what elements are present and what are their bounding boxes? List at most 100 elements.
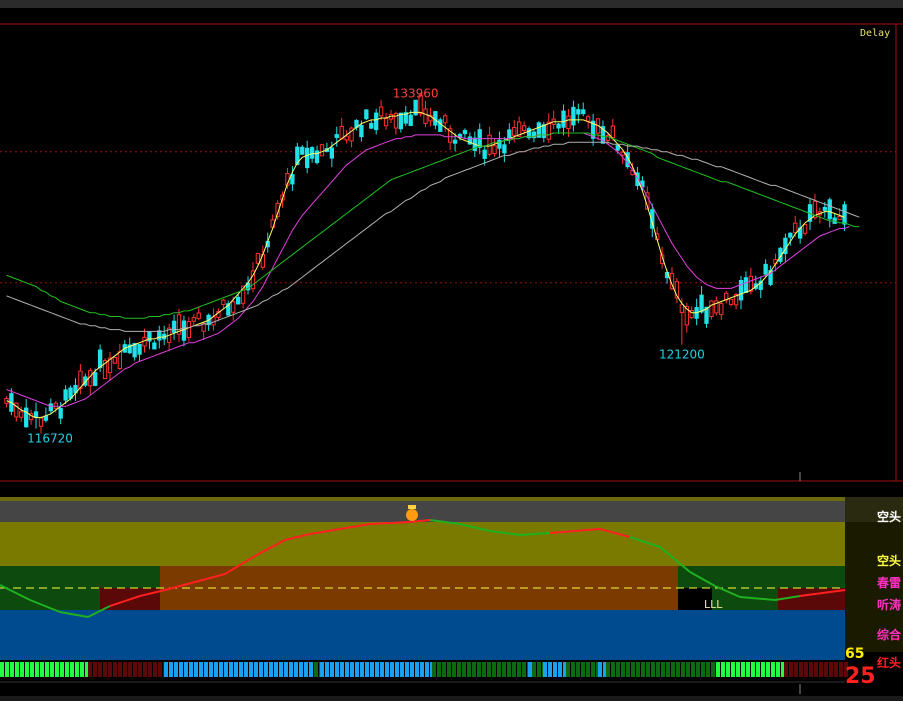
candle-body xyxy=(674,281,680,299)
signal-bar xyxy=(20,662,24,677)
signal-bar xyxy=(611,662,615,677)
signal-bar xyxy=(756,662,760,677)
signal-bar xyxy=(355,662,359,677)
signal-bar xyxy=(799,662,803,677)
money-bag-icon xyxy=(406,509,418,521)
candle-body xyxy=(581,109,586,115)
indicator-curve-segment xyxy=(284,533,311,541)
signal-bar xyxy=(108,662,112,677)
score-small: 65 xyxy=(845,646,865,662)
signal-bar xyxy=(164,662,168,677)
indicator-curve-segment xyxy=(339,523,371,530)
signal-bar xyxy=(809,662,813,677)
signal-bar xyxy=(98,662,102,677)
signal-bar xyxy=(385,662,389,677)
signal-bar xyxy=(829,662,833,677)
signal-bar xyxy=(174,662,178,677)
signal-bar xyxy=(60,662,64,677)
signal-bar xyxy=(591,662,595,677)
signal-bar xyxy=(400,662,404,677)
signal-bar xyxy=(415,662,419,677)
candle-body xyxy=(236,296,241,305)
candle-body xyxy=(378,106,384,117)
indicator-curve-segment xyxy=(739,596,776,601)
signal-bar xyxy=(85,662,89,677)
candle-body xyxy=(650,209,655,229)
candle-body xyxy=(571,106,576,126)
signal-bar xyxy=(375,662,379,677)
signal-bar xyxy=(751,662,755,677)
candle-body xyxy=(24,407,29,428)
signal-bar xyxy=(746,662,750,677)
signal-bar xyxy=(586,662,590,677)
signal-bar xyxy=(350,662,354,677)
signal-bar xyxy=(45,662,49,677)
signal-bar xyxy=(118,662,122,677)
signal-bar xyxy=(537,662,541,677)
candle-body xyxy=(428,114,433,122)
signal-bar xyxy=(437,662,441,677)
signal-bar xyxy=(410,662,414,677)
signal-bar xyxy=(781,662,785,677)
bottom-scrollbar xyxy=(0,696,903,701)
indicator-curve-segment xyxy=(59,611,89,618)
candle-body xyxy=(512,127,517,136)
candle-body xyxy=(309,147,315,159)
signal-bar xyxy=(179,662,183,677)
candle-body xyxy=(314,150,320,164)
signal-bar xyxy=(360,662,364,677)
candle-body xyxy=(290,174,295,185)
candle-body xyxy=(196,312,201,319)
sidebar-top xyxy=(845,497,903,522)
signal-bar xyxy=(532,662,536,677)
signal-bar xyxy=(189,662,193,677)
signal-bar xyxy=(789,662,793,677)
candle-body xyxy=(117,351,123,370)
candle-body xyxy=(295,146,300,165)
candle-body xyxy=(704,306,709,324)
signal-bar xyxy=(462,662,466,677)
signal-bar xyxy=(507,662,511,677)
candle-body xyxy=(53,402,58,409)
signal-bar xyxy=(681,662,685,677)
candle-body xyxy=(679,304,685,314)
candle-body xyxy=(157,330,162,341)
signal-bar xyxy=(138,662,142,677)
signal-bar xyxy=(204,662,208,677)
signal-bar xyxy=(249,662,253,677)
signal-bar xyxy=(128,662,132,677)
candle-body xyxy=(531,131,537,139)
indicator-label-1: 空头 xyxy=(877,510,902,524)
signal-bar xyxy=(701,662,705,677)
signal-bar xyxy=(254,662,258,677)
score-big: 25 xyxy=(845,664,876,689)
candle-body xyxy=(221,299,226,305)
signal-bar xyxy=(88,662,92,677)
signal-bar xyxy=(686,662,690,677)
candle-body xyxy=(659,254,665,264)
signal-bar xyxy=(726,662,730,677)
candle-body xyxy=(48,403,53,412)
signal-bar xyxy=(70,662,74,677)
signal-bar xyxy=(229,662,233,677)
candle-body xyxy=(97,349,103,369)
indicator-curve-segment xyxy=(409,519,431,523)
signal-bar xyxy=(123,662,127,677)
indicator-curve-segment xyxy=(629,536,661,548)
signal-bar xyxy=(492,662,496,677)
signal-bar xyxy=(553,662,557,677)
indicator-gray-band xyxy=(0,501,845,522)
signal-bar xyxy=(691,662,695,677)
signal-bar xyxy=(335,662,339,677)
signal-bar xyxy=(676,662,680,677)
indicator-curve-segment xyxy=(689,571,716,587)
signal-bar xyxy=(148,662,152,677)
signal-bar xyxy=(636,662,640,677)
indicator-curve-segment xyxy=(224,555,256,575)
candle-body xyxy=(689,309,694,319)
signal-bar xyxy=(264,662,268,677)
signal-bar xyxy=(325,662,329,677)
indicator-curve-segment xyxy=(659,546,691,573)
signal-bar xyxy=(641,662,645,677)
